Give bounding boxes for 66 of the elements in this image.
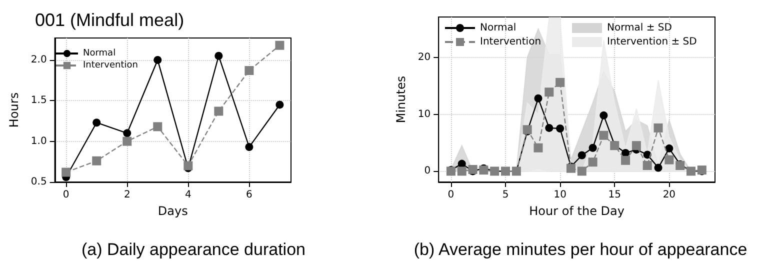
y-tick-label: 20 <box>418 52 431 63</box>
point <box>276 100 284 109</box>
y-tick-label: 0 <box>424 166 431 177</box>
x-axis-title: Hour of the Day <box>529 204 624 218</box>
point <box>544 88 554 97</box>
legend-label: Intervention ± SD <box>607 36 698 48</box>
point <box>642 161 652 170</box>
x-tick-label: 15 <box>608 190 621 200</box>
point <box>534 143 543 152</box>
point <box>92 118 101 127</box>
point <box>245 143 254 152</box>
x-tick-label: 10 <box>554 190 566 200</box>
point <box>545 124 554 132</box>
legend-label: Normal <box>480 22 516 34</box>
point <box>244 66 254 76</box>
point <box>621 156 630 165</box>
y-axis-title: Hours <box>7 92 21 128</box>
point <box>654 164 662 172</box>
x-tick-label: 0 <box>62 190 70 200</box>
point <box>664 155 674 164</box>
point <box>154 56 162 64</box>
text: (a) Daily appearance duration <box>82 240 306 259</box>
point <box>92 156 102 166</box>
point <box>622 148 630 157</box>
legend-label: Normal ± SD <box>607 22 672 34</box>
point <box>578 151 586 160</box>
point <box>534 94 542 102</box>
point <box>599 130 608 140</box>
y-tick-label: 1.0 <box>30 136 47 147</box>
point <box>556 124 564 133</box>
legend-label: Intervention <box>83 60 138 70</box>
point <box>665 144 674 152</box>
y-tick-label: 2.0 <box>30 54 47 66</box>
x-tick-label: 6 <box>246 190 252 200</box>
point <box>122 136 132 146</box>
y-tick-label: 10 <box>418 108 431 120</box>
x-tick-label: 20 <box>662 190 676 200</box>
point <box>62 168 71 177</box>
point <box>654 123 663 132</box>
x-axis-title: Days <box>158 204 188 218</box>
point <box>123 129 132 138</box>
point <box>600 111 608 120</box>
point <box>214 106 224 116</box>
point <box>577 166 586 176</box>
x-tick-label: 4 <box>184 190 192 200</box>
y-tick-label: 1.5 <box>30 95 47 106</box>
point <box>214 52 223 60</box>
point <box>479 166 488 175</box>
point <box>468 164 478 174</box>
y-axis-title: Minutes <box>394 76 408 124</box>
point <box>153 122 162 132</box>
text: (b) Average minutes per hour of appearance <box>414 240 748 259</box>
point <box>632 141 641 150</box>
point <box>588 144 597 152</box>
legend-label: Normal <box>83 48 116 58</box>
x-tick-label: 5 <box>502 190 509 200</box>
x-tick-label: 0 <box>448 190 454 200</box>
point <box>275 40 284 50</box>
point <box>556 78 565 87</box>
y-tick-label: 0.5 <box>30 176 47 188</box>
x-tick-label: 2 <box>124 190 130 200</box>
chart-title: 001 (Mindful meal) <box>35 10 184 30</box>
legend-label: Intervention <box>480 36 542 48</box>
point <box>184 161 193 170</box>
point <box>588 158 598 167</box>
point <box>457 166 466 176</box>
